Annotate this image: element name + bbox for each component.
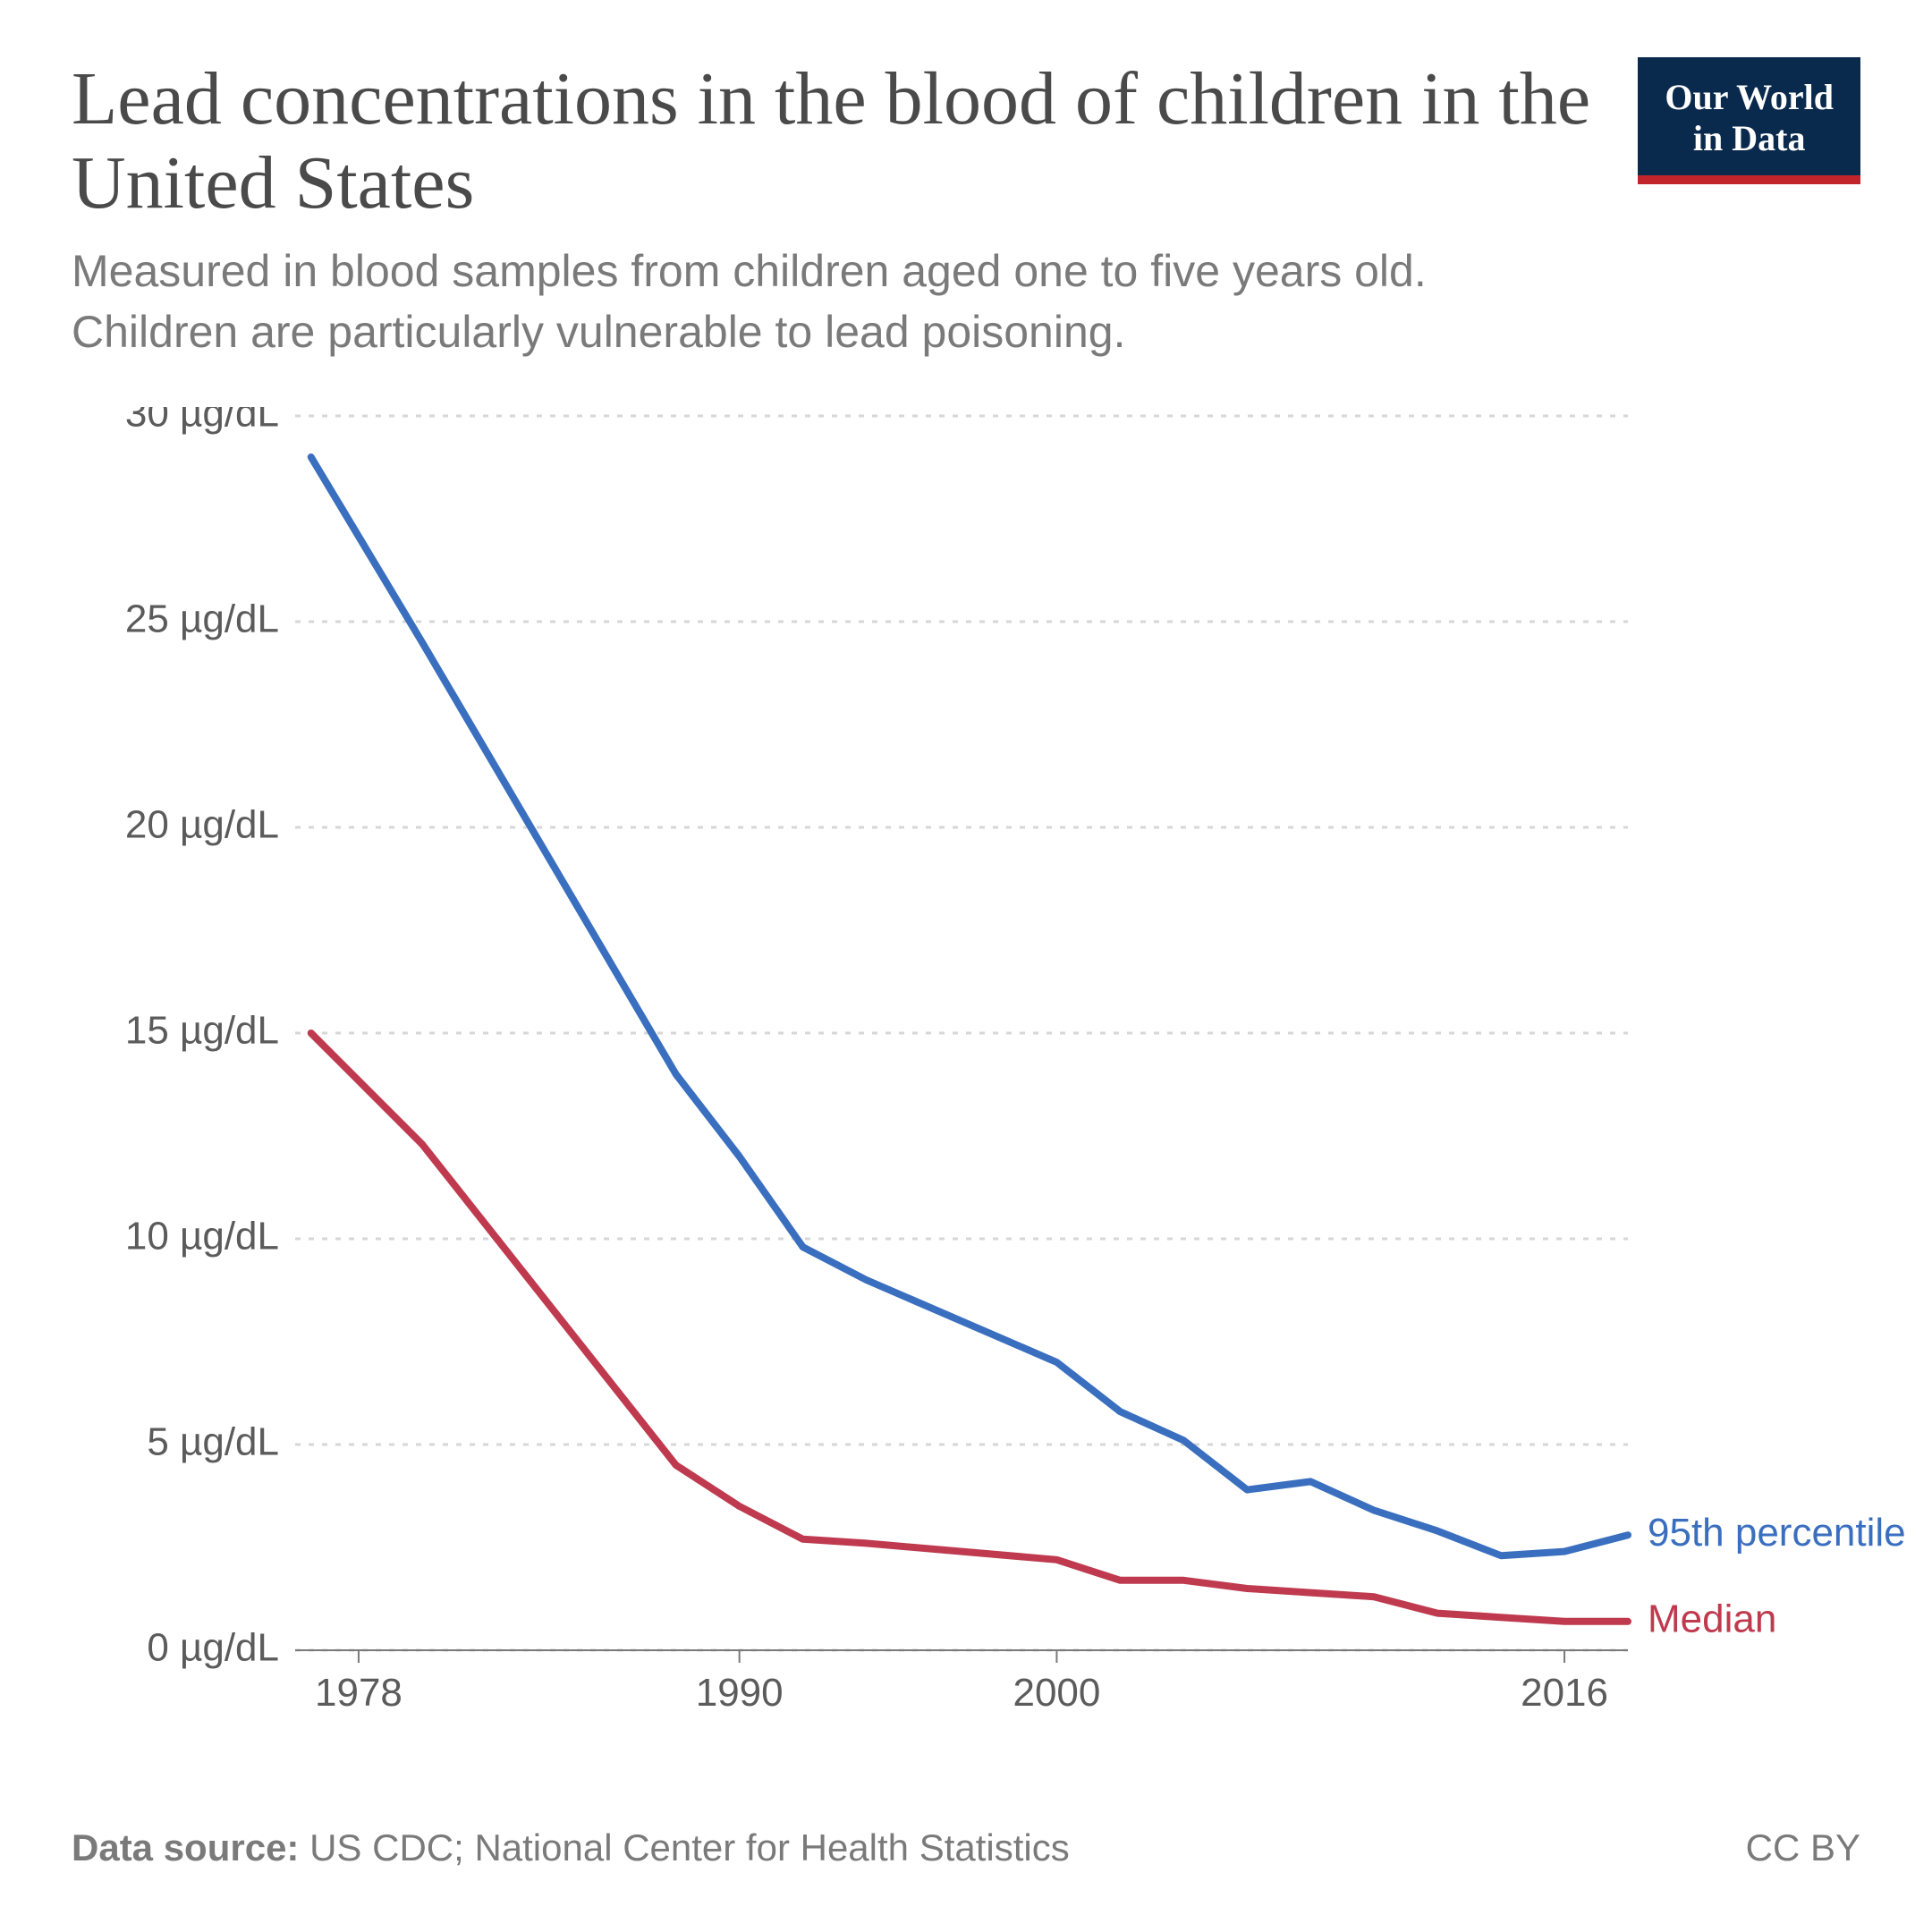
chart-footer: Data source: US CDC; National Center for… — [72, 1826, 1860, 1869]
y-tick-label: 15 µg/dL — [125, 1009, 279, 1053]
series-label: 95th percentile — [1648, 1511, 1906, 1555]
data-source-text: US CDC; National Center for Health Stati… — [309, 1826, 1070, 1868]
x-tick-label: 1978 — [315, 1671, 402, 1715]
x-tick-label: 2016 — [1521, 1671, 1608, 1715]
logo-line-2: in Data — [1665, 118, 1834, 159]
license-label: CC BY — [1746, 1826, 1860, 1869]
y-tick-label: 5 µg/dL — [147, 1420, 279, 1464]
chart-title: Lead concentrations in the blood of chil… — [72, 57, 1602, 225]
x-tick-label: 2000 — [1013, 1671, 1100, 1715]
data-source: Data source: US CDC; National Center for… — [72, 1826, 1070, 1869]
y-tick-label: 20 µg/dL — [125, 803, 279, 847]
x-tick-label: 1990 — [696, 1671, 784, 1715]
chart-subtitle: Measured in blood samples from children … — [72, 242, 1602, 362]
header-row: Lead concentrations in the blood of chil… — [72, 57, 1860, 362]
line-chart-svg: 0 µg/dL 5 µg/dL 10 µg/dL 15 µg/dL 20 µg/dL 25… — [72, 407, 1932, 1740]
series-label: Median — [1648, 1597, 1776, 1641]
y-tick-label: 0 µg/dL — [147, 1626, 279, 1670]
title-block: Lead concentrations in the blood of chil… — [72, 57, 1638, 362]
logo-line-1: Our World — [1665, 77, 1834, 118]
y-tick-label: 10 µg/dL — [125, 1215, 279, 1258]
y-tick-label: 30 µg/dL — [125, 407, 279, 436]
data-source-label: Data source: — [72, 1826, 299, 1868]
chart-area: 0 µg/dL 5 µg/dL 10 µg/dL 15 µg/dL 20 µg/dL 25… — [72, 407, 1860, 1740]
owid-logo: Our World in Data — [1638, 57, 1860, 184]
chart-container: Lead concentrations in the blood of chil… — [0, 0, 1932, 1932]
y-tick-label: 25 µg/dL — [125, 597, 279, 641]
